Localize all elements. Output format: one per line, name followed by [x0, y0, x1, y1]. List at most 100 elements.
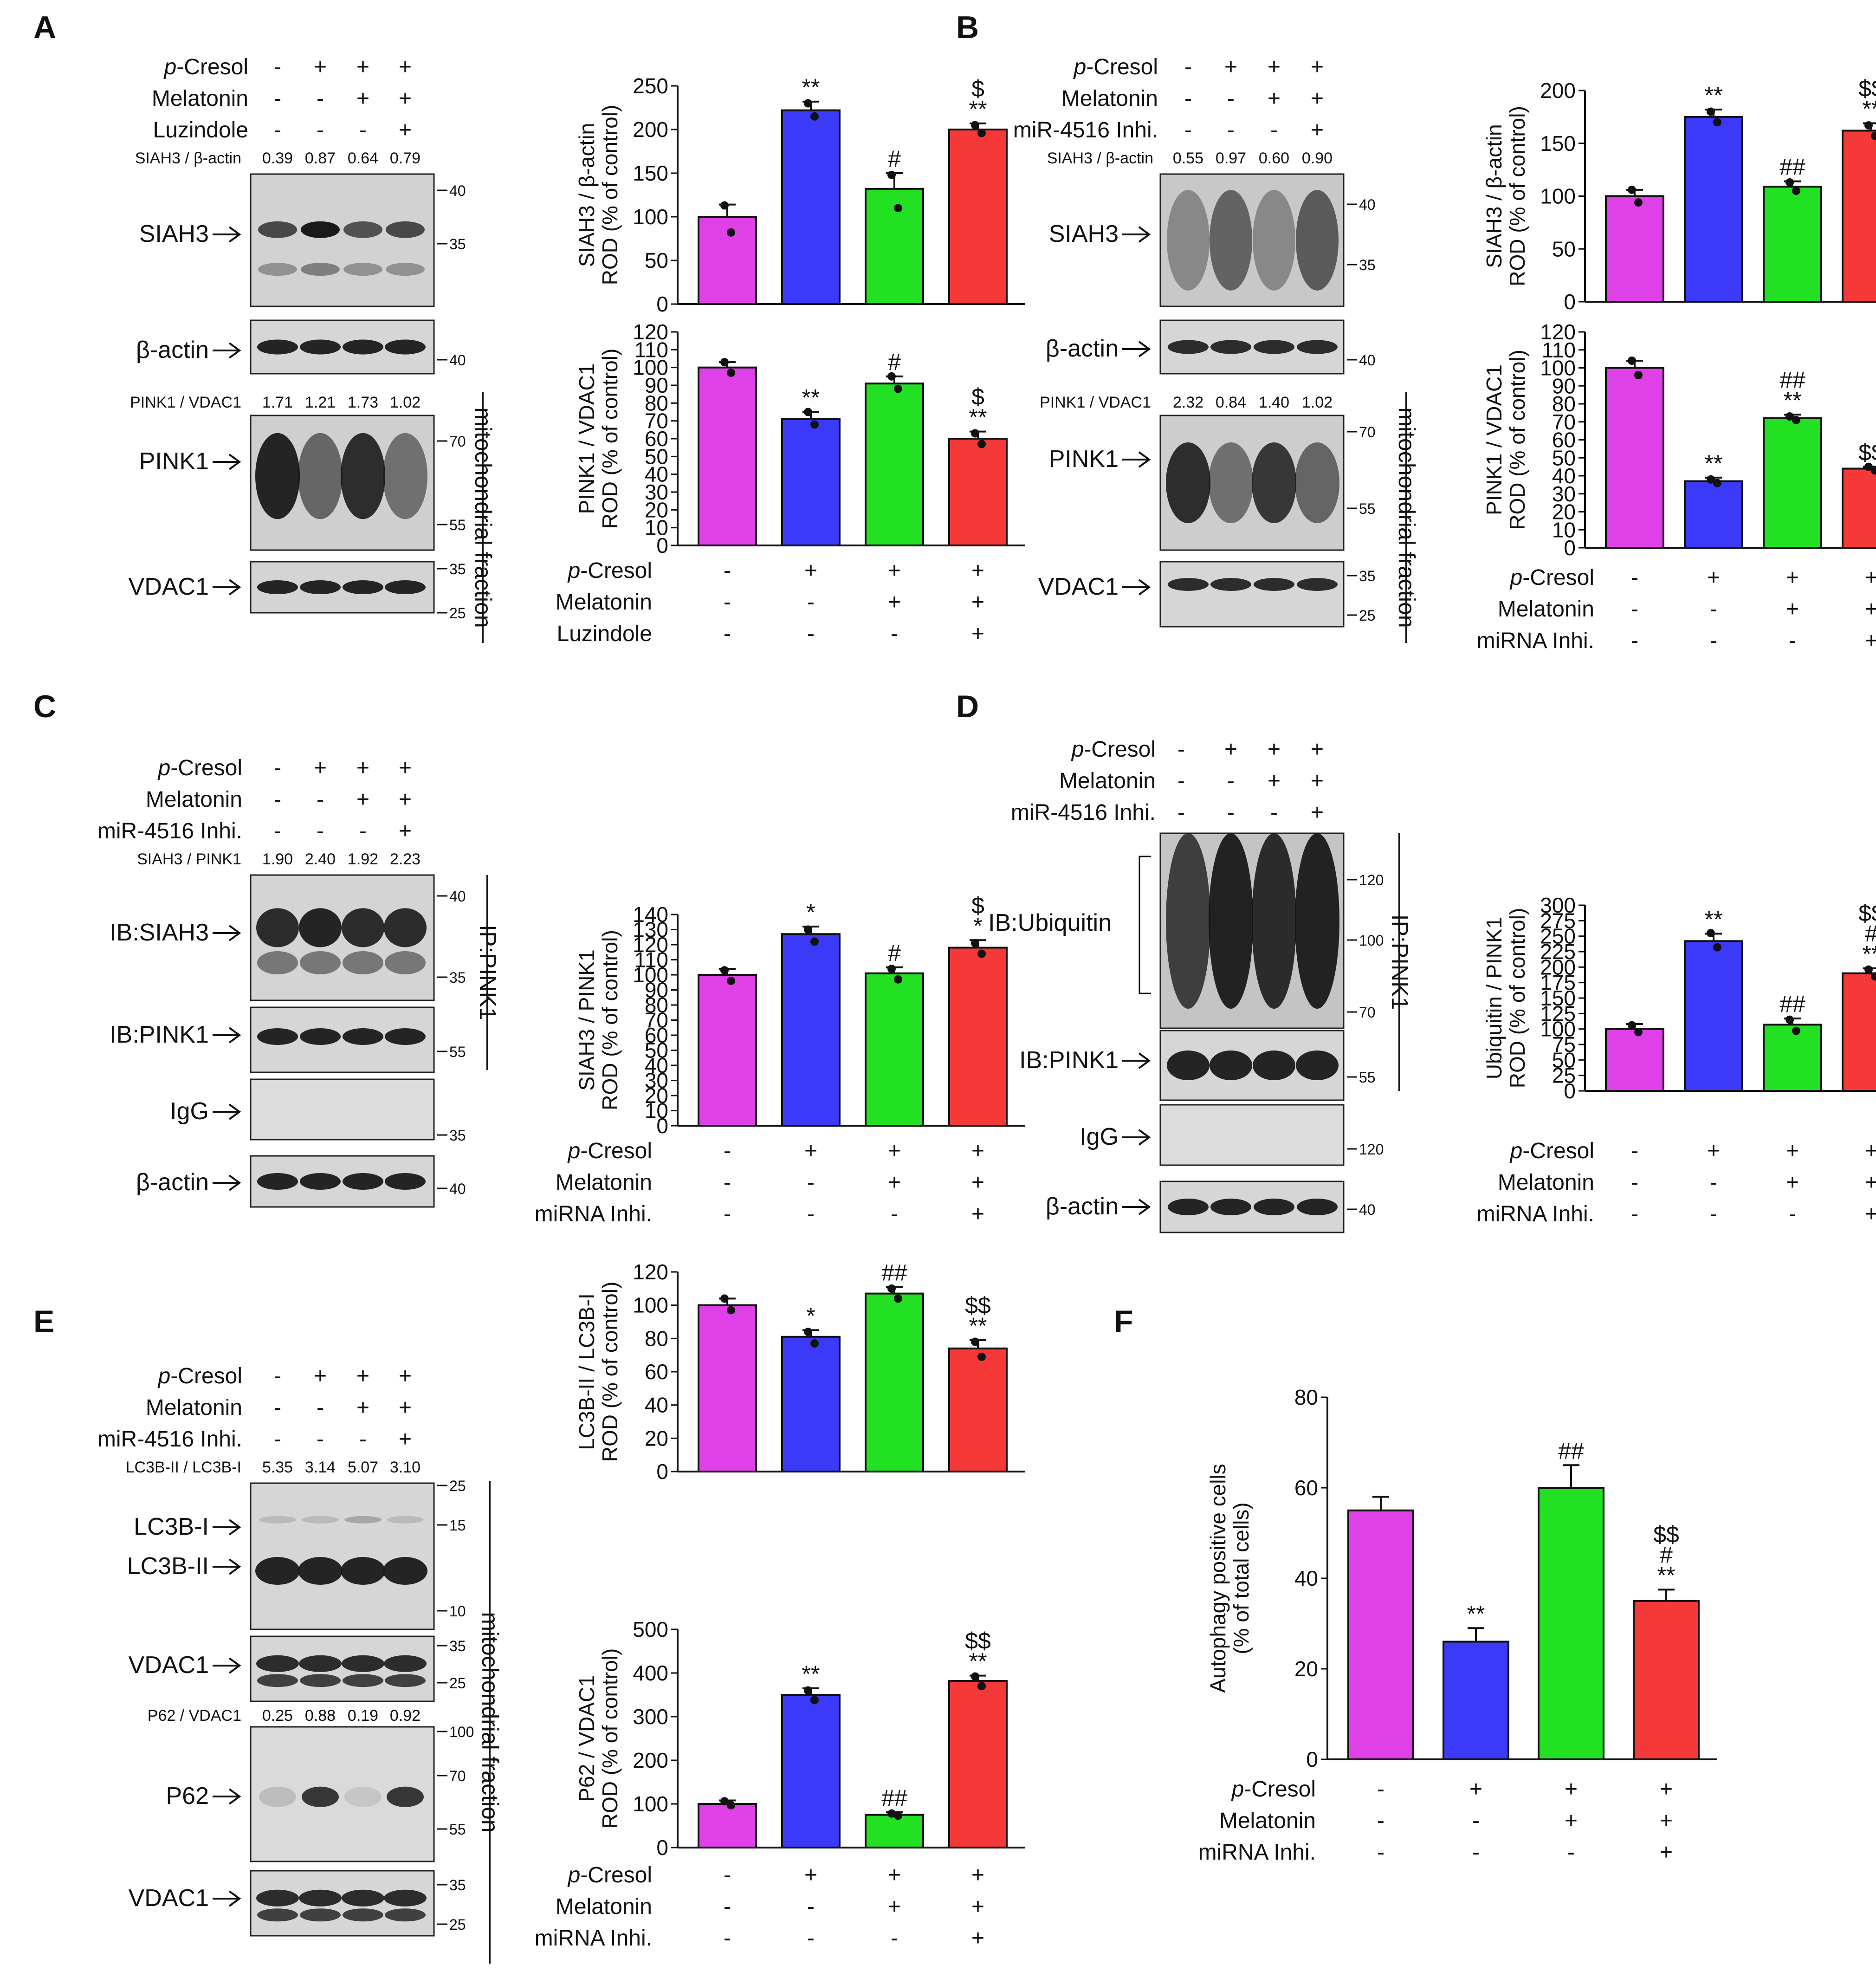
blot-band	[343, 263, 382, 276]
blot-band	[301, 263, 340, 276]
treatment-sign: -	[724, 622, 731, 646]
blot-band	[302, 1786, 339, 1807]
significance-mark: ##	[1779, 367, 1805, 393]
data-point	[887, 372, 896, 381]
treatment-sign: -	[1710, 597, 1717, 622]
treatment-sign: -	[807, 590, 815, 615]
marker-label: 35	[1359, 257, 1376, 273]
bar	[865, 188, 924, 305]
marker-label: 35	[449, 236, 466, 253]
arrow-head	[1138, 226, 1151, 243]
mw-marker: 55	[1347, 1069, 1376, 1086]
blot-band	[1296, 1051, 1339, 1080]
treatment-sign: +	[1865, 565, 1876, 590]
y-tick-label: 75	[1552, 1032, 1576, 1057]
y-tick-label: 50	[1552, 446, 1576, 470]
band-label: IgG	[170, 1098, 241, 1125]
data-point	[804, 925, 812, 934]
band-name: β-actin	[1046, 335, 1119, 362]
treatment-sign: +	[399, 55, 412, 79]
treatment-sign: -	[274, 819, 281, 843]
mw-marker: 35	[437, 1638, 466, 1654]
y-tick-label: 90	[645, 978, 668, 1002]
blot-band	[385, 580, 426, 594]
y-axis-label: PINK1 / VDAC1	[1482, 364, 1506, 515]
blot-lc3b	[250, 1482, 435, 1630]
data-point	[894, 1294, 902, 1303]
data-point	[720, 966, 729, 975]
treatment-sign: +	[888, 558, 901, 583]
treatment-sign: -	[1631, 1170, 1638, 1195]
mw-marker: 55	[437, 1044, 466, 1060]
marker-label: 120	[1359, 1141, 1384, 1158]
y-tick-label: 20	[1294, 1657, 1318, 1681]
blot-smear	[1296, 190, 1339, 291]
blot-band	[385, 1173, 426, 1190]
band-label: PINK1	[1049, 446, 1151, 473]
treatment-sign: -	[1631, 597, 1638, 622]
y-tick-label: 70	[645, 1008, 668, 1032]
significance-mark: ##	[881, 1785, 907, 1811]
treatment-sign: +	[1565, 1777, 1578, 1802]
marker-label: 10	[449, 1603, 466, 1620]
treatment-sign: -	[359, 819, 367, 843]
y-tick-label: 100	[633, 205, 668, 229]
blot-smear	[341, 433, 385, 519]
treatment-sign: +	[1786, 1139, 1799, 1163]
data-point	[1713, 943, 1721, 952]
ratio-value: 0.87	[305, 149, 336, 167]
blot-band	[343, 1028, 383, 1045]
treatment-label: miRNA Inhi.	[1477, 629, 1594, 653]
y-tick-label: 50	[645, 248, 668, 272]
arrow-head	[1138, 341, 1151, 357]
data-point	[1864, 462, 1873, 471]
treatment-sign: +	[1707, 1139, 1720, 1163]
treatment-sign: +	[1311, 86, 1324, 111]
band-name: PINK1	[1049, 446, 1119, 473]
y-axis-label: ROD (% of control)	[1505, 908, 1529, 1089]
treatment-sign: -	[807, 1202, 815, 1226]
bar	[1443, 1641, 1509, 1760]
data-point	[727, 977, 735, 985]
band-name: LC3B-I	[134, 1513, 209, 1540]
treatment-sign: +	[1268, 55, 1281, 79]
band-label: LC3B-II	[127, 1553, 241, 1580]
mw-marker: 55	[437, 1821, 466, 1838]
treatment-label: miRNA Inhi.	[1477, 1202, 1594, 1226]
significance-mark: $$	[1858, 900, 1876, 926]
y-tick-label: 20	[645, 1083, 668, 1108]
label-rest: -Cresol	[170, 1364, 242, 1388]
mw-marker: 35	[437, 1127, 466, 1144]
y-tick-label: 90	[645, 373, 668, 397]
treatment-sign: +	[1311, 737, 1324, 762]
blot-band	[1297, 578, 1338, 591]
blot-box	[250, 173, 435, 307]
y-tick-label: 10	[645, 516, 668, 540]
significance-mark: **	[1863, 941, 1876, 967]
marker-label: 40	[449, 888, 466, 905]
data-point	[727, 1801, 735, 1809]
treatment-sign: -	[1227, 769, 1235, 793]
band-label: PINK1	[139, 448, 241, 475]
y-axis-label: ROD (% of control)	[598, 1282, 622, 1462]
mw-marker: 40	[1347, 196, 1376, 213]
significance-mark: **	[969, 96, 987, 122]
treatment-label: miRNA Inhi.	[535, 1926, 652, 1951]
ratio-label: SIAH3 / β-actin	[1047, 149, 1153, 167]
band-name: VDAC1	[1038, 573, 1119, 600]
treatment-sign: +	[356, 1364, 369, 1388]
treatment-sign: +	[804, 1139, 817, 1163]
bar	[948, 1680, 1008, 1848]
blot-band	[343, 580, 383, 594]
ratio-label: PINK1 / VDAC1	[130, 394, 241, 411]
arrow-head	[228, 1890, 241, 1907]
bar	[948, 129, 1008, 305]
blot-band	[257, 1674, 298, 1687]
chart-treatment-c: p-Cresol - + + + Melatonin - - + + miRNA Inhi. - - - +	[535, 1139, 984, 1226]
significance-mark: $$	[1858, 440, 1876, 466]
mw-marker: 100	[437, 1724, 474, 1740]
marker-label: 25	[1359, 607, 1376, 624]
data-point	[971, 1337, 979, 1346]
arrow-head	[1138, 1199, 1151, 1215]
